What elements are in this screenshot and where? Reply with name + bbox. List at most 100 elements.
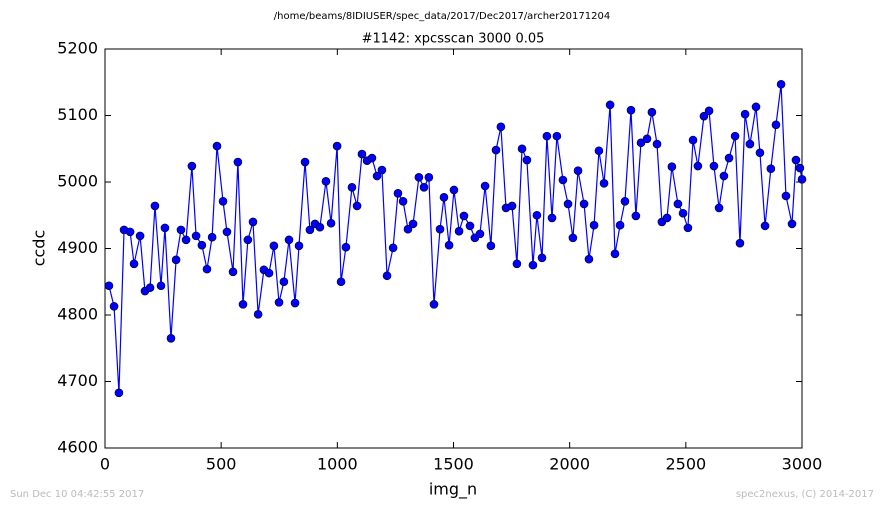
data-point (305, 225, 315, 235)
data-point (454, 226, 464, 236)
data-point (125, 227, 135, 237)
y-tick-label: 5100 (57, 105, 98, 124)
y-axis-label: ccdc (30, 230, 49, 267)
data-point (181, 235, 191, 245)
data-point (704, 106, 714, 116)
data-point (114, 388, 124, 398)
data-point (512, 259, 522, 269)
y-tick-label: 4700 (57, 371, 98, 390)
data-point (326, 218, 336, 228)
data-point (610, 249, 620, 259)
data-point (388, 243, 398, 253)
data-point (264, 268, 274, 278)
data-point (321, 177, 331, 186)
data-point (248, 217, 258, 227)
data-point (724, 153, 734, 163)
data-point (129, 259, 139, 269)
data-point (274, 298, 284, 307)
x-tick-label: 3000 (782, 455, 823, 474)
data-point (336, 277, 346, 287)
data-point (766, 164, 776, 173)
y-tick-label: 5000 (57, 172, 98, 191)
footer-right: spec2nexus, (C) 2014-2017 (736, 489, 874, 500)
data-point (522, 155, 532, 165)
data-point (771, 120, 781, 130)
data-point (424, 173, 434, 182)
data-point (673, 199, 683, 209)
data-point (449, 185, 459, 195)
data-point (377, 165, 387, 175)
data-point (284, 235, 294, 245)
data-point (579, 199, 589, 209)
data-point (714, 203, 724, 213)
footer-left: Sun Dec 10 04:42:55 2017 (10, 489, 144, 500)
data-point (429, 300, 439, 309)
data-point (781, 191, 791, 201)
data-point (795, 163, 805, 173)
data-point (419, 183, 429, 192)
data-point (269, 241, 279, 251)
data-point (605, 100, 615, 110)
data-point (642, 134, 652, 144)
data-point (631, 211, 641, 221)
y-tick-label: 4900 (57, 238, 98, 257)
data-point (393, 189, 403, 198)
data-point (341, 242, 351, 252)
data-point (243, 235, 253, 245)
data-point (730, 131, 740, 141)
data-point (537, 253, 547, 263)
data-point (187, 161, 197, 171)
y-tick-label: 4600 (57, 438, 98, 457)
suptitle: /home/beams/8IDIUSER/spec_data/2017/Dec2… (274, 11, 610, 22)
chart-title: #1142: xpcsscan 3000 0.05 (362, 32, 545, 47)
data-point (683, 223, 693, 233)
data-point (171, 255, 181, 265)
data-point (751, 102, 761, 112)
data-point (787, 219, 797, 229)
data-point (636, 138, 646, 148)
data-point (207, 232, 217, 242)
data-point (459, 211, 469, 221)
data-point (439, 192, 449, 202)
data-point (563, 199, 573, 209)
data-point (435, 224, 445, 234)
data-point (667, 162, 677, 172)
data-point (176, 225, 186, 235)
data-point (517, 144, 527, 154)
data-point (212, 141, 222, 151)
data-point (398, 196, 408, 206)
data-point (745, 139, 755, 149)
data-point (626, 105, 636, 115)
data-point (300, 157, 310, 167)
data-point (496, 122, 506, 132)
data-point (594, 146, 604, 156)
data-point (408, 219, 418, 229)
data-point (332, 141, 342, 151)
x-axis-label: img_n (429, 480, 477, 500)
data-point (547, 213, 557, 223)
data-point (599, 179, 609, 188)
data-point (218, 196, 228, 206)
data-point (797, 175, 807, 184)
data-point (233, 157, 243, 167)
data-point (166, 333, 176, 343)
data-point (403, 224, 413, 234)
data-line (108, 84, 803, 393)
x-tick-label: 1000 (317, 455, 358, 474)
data-point (197, 240, 207, 250)
data-point (135, 231, 145, 241)
data-point (465, 221, 475, 231)
data-point (709, 161, 719, 171)
data-point (740, 109, 750, 119)
x-tick-label: 500 (206, 455, 237, 474)
data-point (755, 148, 765, 158)
data-point (791, 155, 801, 165)
data-point (414, 173, 424, 182)
data-point (491, 145, 501, 155)
data-point (367, 153, 377, 163)
data-point (542, 131, 552, 141)
data-point (688, 135, 698, 145)
data-point (315, 222, 325, 232)
plot-frame (104, 48, 803, 449)
